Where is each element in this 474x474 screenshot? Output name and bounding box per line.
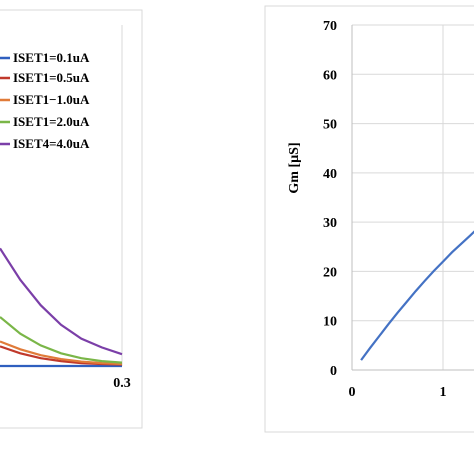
right-x-tick-label: 0 bbox=[349, 385, 356, 400]
right-series-group bbox=[360, 230, 474, 361]
right-y-tick-label: 60 bbox=[323, 68, 337, 83]
left-chart-frame bbox=[0, 9, 143, 429]
right-series-line-gm bbox=[360, 230, 474, 361]
left-series-line-2 bbox=[0, 340, 123, 366]
legend-label-iset-0-1: ISET1=0.1uA bbox=[13, 50, 90, 65]
left-series-group bbox=[0, 247, 123, 368]
right-y-tick-label: 20 bbox=[323, 265, 337, 280]
left-legend: ISET1=0.1uA ISET1=0.5uA ISET1−1.0uA ISET… bbox=[0, 50, 90, 151]
right-y-tick-label: 10 bbox=[323, 315, 337, 330]
right-y-tick-label: 40 bbox=[323, 167, 337, 182]
legend-label-iset4-4-0: ISET4=4.0uA bbox=[13, 136, 90, 151]
left-series-line-3 bbox=[0, 316, 123, 364]
legend-label-iset-2-0: ISET1=2.0uA bbox=[13, 114, 90, 129]
right-y-tick-labels: 0 10 20 30 40 50 60 70 bbox=[323, 19, 337, 379]
right-y-tick-label: 70 bbox=[323, 19, 337, 34]
left-series-line-4 bbox=[0, 247, 123, 356]
right-y-tick-label: 0 bbox=[330, 364, 337, 379]
right-y-tick-label: 30 bbox=[323, 216, 337, 231]
legend-label-iset-1-0: ISET1−1.0uA bbox=[13, 92, 90, 107]
right-gridlines bbox=[352, 24, 474, 370]
left-x-tick-label: 0.3 bbox=[113, 376, 131, 391]
right-chart-frame bbox=[264, 5, 474, 433]
right-x-tick-label: 1 bbox=[440, 385, 447, 400]
right-y-axis-label: Gm [µS] bbox=[287, 142, 302, 193]
right-y-tick-label: 50 bbox=[323, 118, 337, 133]
legend-label-iset-0-5: ISET1=0.5uA bbox=[13, 70, 90, 85]
